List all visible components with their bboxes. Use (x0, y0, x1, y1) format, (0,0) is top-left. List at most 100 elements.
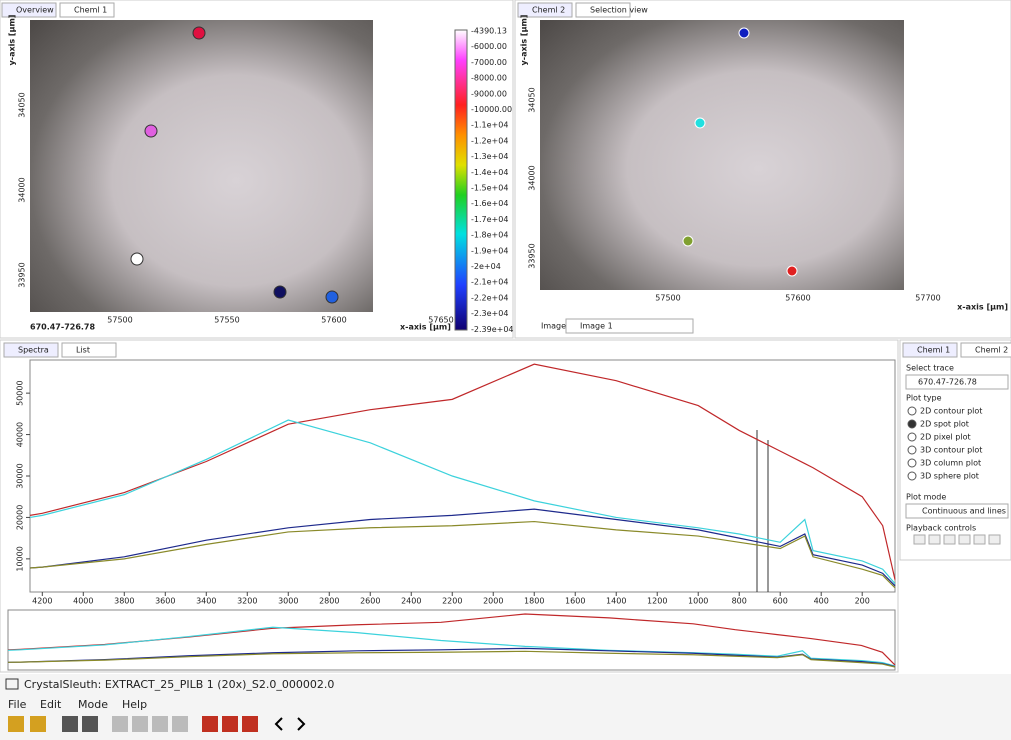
section-label: Plot mode (906, 493, 946, 502)
y-tick-label: 30000 (16, 463, 25, 488)
trace-select[interactable] (905, 374, 1009, 390)
radio-label[interactable]: 2D spot plot (920, 420, 969, 429)
trace-label: 670.47-726.78 (30, 323, 95, 332)
toolbar-button[interactable] (242, 716, 258, 732)
colorbar-label: -1.5e+04 (471, 184, 508, 193)
tab[interactable] (3, 342, 59, 358)
toolbar-button[interactable] (222, 716, 238, 732)
toolbar-button[interactable] (172, 716, 188, 732)
radio-label[interactable]: 3D sphere plot (920, 472, 979, 481)
colorbar-label: -2.39e+04 (471, 325, 514, 334)
toolbar-button[interactable] (8, 716, 24, 732)
tab-label[interactable]: Overview (16, 6, 54, 15)
toolbar-button[interactable] (152, 716, 168, 732)
spectrum-line (29, 363, 896, 580)
image-select[interactable] (565, 318, 694, 334)
window-icon (5, 678, 19, 690)
micrograph (30, 20, 373, 312)
y-tick-label: 34000 (18, 177, 27, 202)
radio-button[interactable] (907, 458, 917, 468)
x-tick-label: 800 (732, 597, 747, 606)
y-axis-label: y-axis [µm] (520, 15, 529, 66)
tab[interactable] (517, 2, 573, 18)
mode-select-value[interactable]: Continuous and lines (922, 507, 1006, 516)
colorbar-label: -1.9e+04 (471, 246, 508, 255)
radio-label[interactable]: 3D column plot (920, 459, 981, 468)
tab-label[interactable]: Selection view (590, 6, 648, 15)
x-tick-label: 600 (773, 597, 788, 606)
playback-button[interactable] (913, 534, 926, 545)
playback-button[interactable] (943, 534, 956, 545)
plot-area (29, 359, 896, 593)
radio-button[interactable] (907, 406, 917, 416)
x-tick-label: 3000 (278, 597, 298, 606)
y-tick-label: 50000 (16, 380, 25, 405)
radio-button[interactable] (907, 471, 917, 481)
playback-button[interactable] (973, 534, 986, 545)
colorbar-label: -9000.00 (471, 89, 507, 98)
toolbar-button[interactable] (202, 716, 218, 732)
menu-item[interactable]: File (8, 698, 27, 711)
tab[interactable] (902, 342, 958, 358)
playback-button[interactable] (928, 534, 941, 545)
mode-select[interactable] (905, 503, 1009, 519)
tab[interactable] (61, 342, 117, 358)
toolbar-button[interactable] (82, 716, 98, 732)
overview-line (7, 647, 896, 668)
x-tick-label: 57500 (655, 294, 680, 303)
tab[interactable] (59, 2, 115, 18)
trace-select-value[interactable]: 670.47-726.78 (918, 378, 977, 387)
toolbar-button[interactable] (112, 716, 128, 732)
x-tick-label: 57600 (785, 294, 810, 303)
menu-item[interactable]: Edit (40, 698, 62, 711)
radio-button[interactable] (907, 432, 917, 442)
colorbar-label: -1.6e+04 (471, 199, 508, 208)
menu-item[interactable]: Mode (78, 698, 108, 711)
radio-label[interactable]: 2D pixel plot (920, 433, 971, 442)
y-tick-label: 33950 (528, 243, 537, 268)
toolbar-button[interactable] (132, 716, 148, 732)
y-tick-label: 33950 (18, 262, 27, 287)
tab[interactable] (575, 2, 631, 18)
x-tick-label: 2400 (401, 597, 421, 606)
colorbar-label: -7000.00 (471, 58, 507, 67)
x-axis-label: x-axis [µm] (957, 303, 1008, 312)
radio-button[interactable] (907, 445, 917, 455)
radio-label[interactable]: 3D contour plot (920, 446, 982, 455)
x-tick-label: 2800 (319, 597, 339, 606)
tab[interactable] (960, 342, 1011, 358)
section-label: Select trace (906, 364, 954, 373)
tab-label[interactable]: Cheml 2 (975, 346, 1008, 355)
playback-button[interactable] (958, 534, 971, 545)
tab-label[interactable]: Cheml 2 (532, 6, 565, 15)
radio-label[interactable]: 2D contour plot (920, 407, 982, 416)
tab-label[interactable]: Cheml 1 (917, 346, 950, 355)
menu-item[interactable]: Help (122, 698, 147, 711)
toolbar-button[interactable] (30, 716, 46, 732)
tab-label[interactable]: Spectra (18, 346, 49, 355)
tab-label[interactable]: Cheml 1 (74, 6, 107, 15)
x-tick-label: 3200 (237, 597, 257, 606)
playback-button[interactable] (988, 534, 1001, 545)
x-tick-label: 4200 (32, 597, 52, 606)
x-tick-label: 4000 (73, 597, 93, 606)
image-select-value[interactable]: Image 1 (580, 322, 613, 331)
x-tick-label: 3600 (155, 597, 175, 606)
colorbar-label: -8000.00 (471, 74, 507, 83)
toolbar[interactable] (8, 716, 306, 732)
x-tick-label: 3400 (196, 597, 216, 606)
spectrum-line (29, 419, 896, 585)
x-tick-label: 400 (814, 597, 829, 606)
colorbar-label: -2e+04 (471, 262, 501, 271)
tab-label[interactable]: List (76, 346, 90, 355)
tab[interactable] (1, 2, 57, 18)
spectrum-line (29, 520, 896, 589)
x-tick-label: 57550 (214, 316, 239, 325)
image-label: Image: (541, 322, 569, 331)
radio-button[interactable] (907, 419, 917, 429)
window-bar (0, 674, 1011, 740)
nav-arrows[interactable] (274, 717, 306, 731)
toolbar-button[interactable] (62, 716, 78, 732)
y-tick-label: 34050 (528, 87, 537, 112)
